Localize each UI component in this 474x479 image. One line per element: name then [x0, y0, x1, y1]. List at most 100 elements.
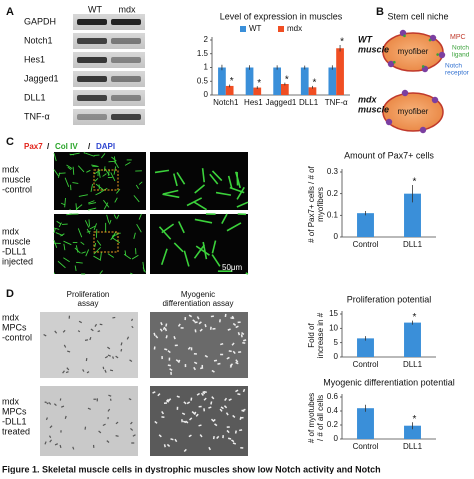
cell	[66, 372, 68, 373]
cell	[177, 396, 180, 397]
mpc	[439, 52, 445, 58]
row-label: Notch1	[24, 35, 53, 45]
y-tick-label: 0	[204, 90, 209, 99]
bar	[273, 68, 281, 96]
lane-label: WT	[88, 4, 102, 14]
cell	[205, 324, 206, 327]
significance: *	[285, 74, 289, 85]
gel-band	[77, 19, 107, 25]
fiber-stain	[70, 209, 71, 210]
x-tick-label: DLL1	[403, 442, 423, 451]
cell	[171, 439, 174, 440]
label-line: -control	[2, 184, 32, 194]
cell	[110, 370, 113, 371]
bar	[357, 408, 374, 439]
x-tick-label: TNF-α	[325, 98, 348, 107]
legend-swatch	[278, 26, 284, 32]
ligand	[436, 53, 439, 56]
cell	[168, 365, 171, 366]
cell	[228, 329, 231, 330]
cell	[208, 407, 211, 408]
label-line: mdx	[2, 396, 20, 406]
row-label: Jagged1	[24, 73, 59, 83]
bar	[404, 323, 421, 357]
label-line: differentiation assay	[162, 299, 233, 308]
stain-label: /	[47, 142, 50, 151]
x-tick-label: Notch1	[213, 98, 239, 107]
label-line: -DLL1	[2, 246, 27, 256]
significance: *	[230, 76, 234, 87]
label-line: muscle	[358, 104, 389, 114]
bar	[357, 338, 374, 357]
gel-band	[111, 95, 141, 101]
culture-image	[40, 312, 138, 378]
significance: *	[413, 177, 417, 188]
y-tick-label: 15	[329, 309, 338, 318]
gel-band	[77, 114, 107, 120]
label-line: MPCs	[2, 322, 27, 332]
mpc	[402, 90, 408, 96]
label-line: -control	[2, 332, 32, 342]
bar	[218, 68, 226, 96]
chart-title: Amount of Pax7+ cells	[344, 150, 434, 160]
x-tick-label: DLL1	[403, 360, 423, 369]
label-line: receptor	[445, 70, 470, 77]
bar	[336, 48, 344, 95]
cell	[211, 401, 212, 404]
panel-label: A	[6, 6, 14, 18]
label-line: mdx	[358, 94, 378, 104]
stain-label: DAPI	[96, 142, 115, 151]
cell	[121, 349, 122, 351]
cell	[60, 445, 61, 448]
fiber-stain	[70, 154, 74, 155]
cell	[230, 318, 233, 319]
cell	[166, 335, 167, 338]
x-tick-label: Control	[353, 442, 379, 451]
stain-label: Col IV	[55, 142, 78, 151]
ligand	[429, 39, 432, 42]
bar	[301, 68, 309, 96]
cell	[239, 430, 242, 431]
cell	[236, 431, 237, 434]
ligand	[393, 61, 396, 64]
ligand	[422, 65, 425, 68]
cell	[233, 443, 236, 444]
mpc	[386, 119, 392, 125]
y-axis-label: / # of all cells	[316, 395, 325, 441]
panel-label: B	[376, 6, 384, 18]
cell	[164, 444, 165, 447]
chart: Myogenic differentiation potential00.20.…	[307, 377, 455, 451]
significance: *	[257, 78, 261, 89]
y-tick-label: 10	[329, 323, 338, 332]
cell	[85, 340, 88, 341]
cell	[112, 317, 115, 318]
mpc-label: MPC	[450, 34, 466, 41]
cell	[195, 322, 198, 323]
label-line: muscle	[2, 236, 31, 246]
cell	[242, 334, 243, 337]
significance: *	[413, 414, 417, 425]
cell	[240, 417, 241, 420]
y-tick-label: 0.3	[327, 167, 339, 176]
lane-label: mdx	[118, 4, 136, 14]
significance: *	[413, 312, 417, 323]
label-line: Proliferation	[67, 290, 110, 299]
mpc	[432, 97, 438, 103]
label-line: muscle	[2, 174, 31, 184]
cell	[228, 438, 231, 439]
panel-label: C	[6, 136, 14, 148]
label-line: mdx	[2, 164, 20, 174]
row-label: DLL1	[24, 92, 46, 102]
y-tick-label: 1.5	[197, 49, 209, 58]
y-tick-label: 0.1	[327, 210, 339, 219]
gel-band	[111, 76, 141, 82]
cell	[217, 363, 220, 364]
fiber-stain	[237, 172, 238, 185]
label-line: mdx	[2, 226, 20, 236]
cell	[103, 367, 104, 369]
gel-band	[77, 95, 107, 101]
